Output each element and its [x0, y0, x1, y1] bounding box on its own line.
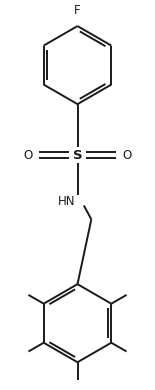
- Text: O: O: [123, 149, 132, 161]
- Text: F: F: [74, 4, 81, 17]
- Text: O: O: [23, 149, 32, 161]
- Text: HN: HN: [58, 195, 75, 208]
- Text: S: S: [73, 149, 82, 161]
